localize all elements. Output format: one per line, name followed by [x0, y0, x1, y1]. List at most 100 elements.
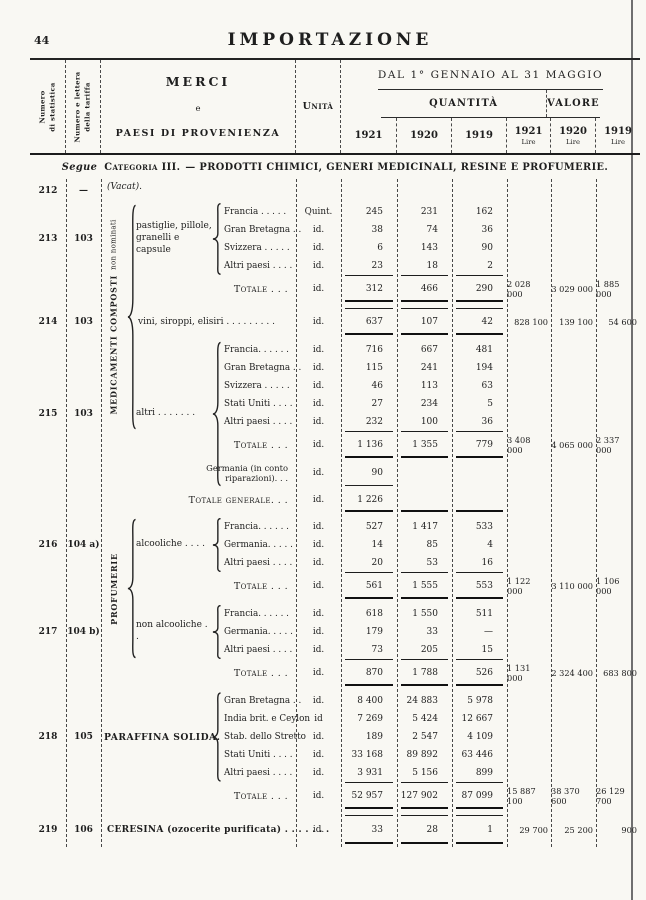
value-label: VALORE: [547, 98, 600, 109]
country-label: Altri paesi . . . .: [224, 768, 293, 778]
col-unit: [296, 179, 341, 203]
country-label: Germania. . . . .: [224, 540, 293, 550]
unit-value: id.: [312, 581, 325, 591]
col-merci: CERESINA (ozocerite purificata) . . . . …: [101, 815, 329, 845]
item-label: vini, siroppi, elisiri . . . . . . . . .: [138, 317, 275, 327]
value-1919: [596, 487, 640, 513]
unit-value: id.: [312, 540, 325, 550]
value-1921: 1 122 000: [507, 576, 531, 596]
quantity-1921: 189: [365, 732, 383, 742]
table-row: Altri paesi . . . . id. 73 205 15: [30, 641, 640, 659]
col-unit: id.: [296, 431, 341, 459]
value-1920: 2 324 400: [551, 668, 593, 678]
value-1921: [507, 341, 551, 359]
col-merci: Germania. . . . .: [101, 623, 296, 641]
quantity-1919: 899: [475, 768, 493, 778]
value-1921: [507, 179, 551, 203]
col-tariff: [66, 782, 101, 810]
unit-value: id.: [312, 317, 325, 327]
table-row: Totale . . . id. 561 1 555 553 1 122 000 3 110…: [30, 572, 640, 600]
table-row: Stab. dello Stretto id. 189 2 547 4 109: [30, 728, 640, 746]
unit-value: id.: [312, 825, 325, 835]
unit-value: id.: [312, 768, 325, 778]
country-label: Svizzera . . . . .: [224, 243, 290, 253]
stat-number-217: 217: [38, 627, 58, 637]
country-label: Altri paesi . . . .: [224, 417, 293, 427]
quantity-1919: [452, 179, 507, 203]
col-merci: Altri paesi . . . .: [101, 413, 296, 431]
country-label: Gran Bretagna . .: [224, 363, 302, 373]
col-tariff: —: [66, 179, 101, 203]
value-1921: 29 700: [519, 825, 548, 835]
stat-number-218: 218: [38, 732, 58, 742]
quantity-1919: 87 099: [452, 782, 507, 810]
value-1920: [551, 764, 596, 782]
quantity-1921: 312: [341, 275, 397, 303]
quantity-1921: 7 269: [357, 714, 383, 724]
year-quantity-1921: 1921: [341, 118, 397, 153]
value-1919: [596, 764, 640, 782]
group-brace: [127, 518, 136, 659]
col-stat: [30, 782, 66, 810]
quantity-1920: 234: [420, 399, 438, 409]
value-1921: [507, 487, 551, 513]
quantity-1919: 779: [452, 431, 507, 459]
quantity-1920: 33: [426, 627, 438, 637]
value-1919: [596, 413, 640, 431]
quantity-1921: 23: [371, 261, 383, 271]
value-1919: [596, 395, 640, 413]
col-unit: id.: [296, 395, 341, 413]
tariff-number: 106: [74, 825, 93, 835]
quantity-1920: 205: [420, 645, 438, 655]
stat-number: 212: [38, 186, 58, 196]
value-1920: [551, 536, 596, 554]
value-1920: [551, 710, 596, 728]
value-1921: [507, 359, 551, 377]
value-1919: [596, 605, 640, 623]
country-label: Altri paesi . . . .: [224, 558, 293, 568]
col-unit: id.: [296, 815, 341, 845]
quantity-1921: 618: [365, 609, 383, 619]
country-label: Stati Uniti . . . .: [224, 399, 293, 409]
quantity-1920: 1 788: [397, 659, 452, 687]
value-1920: [551, 487, 596, 513]
value-1920: 3 110 000: [551, 581, 593, 591]
value-1920: [551, 641, 596, 659]
quantity-1919: 4: [487, 540, 493, 550]
quantity-1920: 89 892: [406, 750, 439, 760]
quantity-1920: 5 424: [412, 714, 438, 724]
value-1921: [507, 413, 551, 431]
table-row: Francia. . . . . . id. 618 1 550 511: [30, 605, 640, 623]
col-merci: Svizzera . . . . .: [101, 377, 296, 395]
quantity-1921: 527: [365, 522, 383, 532]
unit-value: id.: [312, 440, 325, 450]
stat-number: 219: [38, 825, 58, 835]
quantity-1921: 38: [371, 225, 383, 235]
col-merci: Totale . . .: [101, 782, 296, 810]
tariff-col-label: Numero e lettera: [74, 70, 83, 143]
value-1919: [596, 518, 640, 536]
quantity-1921: 52 957: [341, 782, 397, 810]
quantity-1921: 716: [365, 345, 383, 355]
header-col-unit: Unità: [296, 60, 341, 153]
quantity-1920: 107: [397, 308, 452, 336]
item-label-alcooliche: alcooliche . . . .: [136, 539, 205, 550]
lire-label: Lire: [521, 137, 536, 146]
value-1919: [596, 746, 640, 764]
value-1921: [507, 257, 551, 275]
value-1919: [596, 239, 640, 257]
quantity-1921: 115: [365, 363, 383, 373]
unit-value: id.: [312, 261, 325, 271]
tariff-number-213: 103: [74, 234, 93, 244]
total-label: Totale . . .: [233, 439, 288, 451]
col-unit: id.: [296, 341, 341, 359]
tariff-number-217: 104 b): [67, 627, 100, 637]
value-1920: [551, 221, 596, 239]
value-1921: 2 028 000: [507, 279, 531, 299]
value-1919: [596, 728, 640, 746]
value-1921: [507, 764, 551, 782]
col-merci: India brit. e Ceylon: [101, 710, 310, 728]
quantity-1919: 481: [475, 345, 493, 355]
value-1919: 1 106 000: [596, 576, 620, 596]
